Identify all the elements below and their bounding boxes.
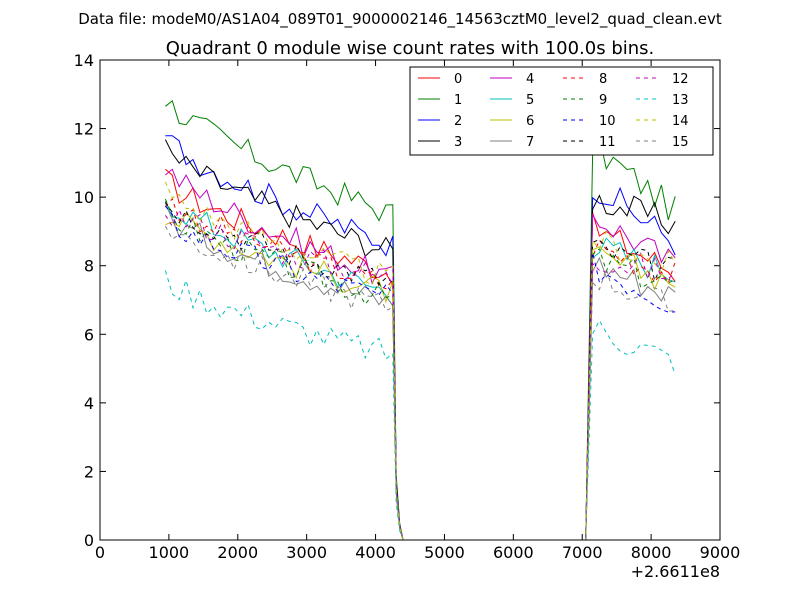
series-line-6 <box>165 211 676 541</box>
legend-label-15: 15 <box>672 135 689 150</box>
series-line-8 <box>165 197 676 541</box>
legend-box <box>409 66 714 156</box>
legend-label-14: 14 <box>672 114 689 129</box>
series-line-9 <box>164 198 676 541</box>
y-tick-label: 4 <box>84 394 94 413</box>
legend-label-3: 3 <box>454 135 462 150</box>
x-tick-label: 1000 <box>149 543 190 562</box>
legend-label-1: 1 <box>454 93 462 108</box>
series-line-14 <box>164 181 676 541</box>
series-line-13 <box>164 270 676 541</box>
series-line-3 <box>164 139 676 541</box>
legend-label-10: 10 <box>599 114 616 129</box>
series-line-4 <box>165 168 676 541</box>
axis-ticks: 0 1000 2000 3000 4000 5000 6000 7000 8000 9000 0 2 4… <box>74 51 741 562</box>
legend-label-7: 7 <box>526 135 534 150</box>
chart-title: Quadrant 0 module wise count rates with … <box>166 38 655 59</box>
chart-suptitle: Data file: modeM0/AS1A04_089T01_90000021… <box>78 10 722 29</box>
legend-label-6: 6 <box>526 114 534 129</box>
legend-label-4: 4 <box>526 72 534 87</box>
x-tick-label: 7000 <box>562 543 603 562</box>
legend-label-2: 2 <box>454 114 462 129</box>
x-tick-label: 2000 <box>217 543 258 562</box>
legend-label-8: 8 <box>599 72 607 87</box>
y-tick-label: 14 <box>74 51 94 70</box>
x-tick-label: 8000 <box>631 543 672 562</box>
series-line-12 <box>164 208 676 541</box>
plot-frame <box>99 59 721 541</box>
legend-label-9: 9 <box>599 93 607 108</box>
y-tick-label: 0 <box>84 531 94 550</box>
series-line-0 <box>165 168 676 541</box>
series-line-7 <box>164 203 676 541</box>
y-tick-label: 6 <box>84 325 94 344</box>
series-line-15 <box>164 225 676 541</box>
series-line-1 <box>165 100 676 541</box>
x-tick-label: 5000 <box>424 543 465 562</box>
x-tick-label: 6000 <box>493 543 534 562</box>
x-offset-label: +2.6611e8 <box>631 562 720 581</box>
legend-label-12: 12 <box>672 72 689 87</box>
legend-label-5: 5 <box>526 93 534 108</box>
legend-label-0: 0 <box>454 72 462 87</box>
series-line-10 <box>165 205 676 541</box>
series-lines <box>164 100 676 541</box>
x-tick-label: 3000 <box>286 543 327 562</box>
y-tick-label: 10 <box>74 188 94 207</box>
x-tick-label: 9000 <box>700 543 741 562</box>
series-line-2 <box>165 135 676 541</box>
x-tick-label: 4000 <box>355 543 396 562</box>
y-tick-label: 12 <box>74 120 94 139</box>
legend-label-13: 13 <box>672 93 689 108</box>
x-tick-label: 0 <box>95 543 105 562</box>
y-tick-label: 8 <box>84 257 94 276</box>
y-tick-label: 2 <box>84 462 94 481</box>
legend-label-11: 11 <box>599 135 616 150</box>
